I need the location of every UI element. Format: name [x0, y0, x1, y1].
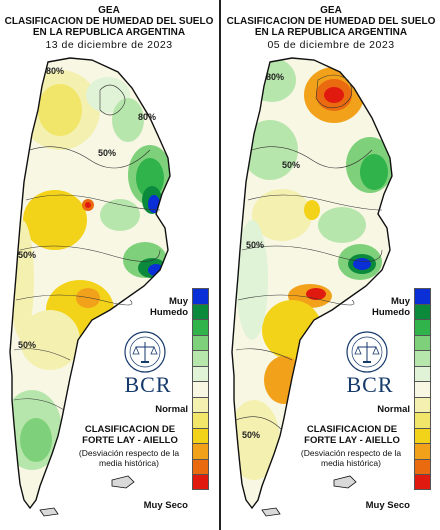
map-title-region: EN LA REPUBLICA ARGENTINA: [254, 27, 408, 38]
contour-label: 80%: [46, 66, 65, 76]
contour-label: 50%: [18, 250, 37, 260]
legend-swatch: [192, 396, 209, 412]
islands-left: [39, 475, 135, 517]
classification-description: (Desviación respecto de la media históri…: [78, 448, 180, 468]
contour-label: 50%: [18, 340, 37, 350]
contour-label: 80%: [138, 112, 157, 122]
legend-swatch: [192, 443, 209, 459]
map-date: 05 de diciembre de 2023: [267, 39, 395, 51]
map-title-region: EN LA REPUBLICA ARGENTINA: [32, 27, 186, 38]
map-date: 13 de diciembre de 2023: [45, 39, 173, 51]
contour-label: 50%: [242, 430, 261, 440]
map-title-main: CLASIFICACION DE HUMEDAD DEL SUELO: [4, 16, 214, 27]
legend-swatch: [414, 350, 431, 366]
contour-lines-right: [235, 74, 383, 431]
legend-swatch: [414, 288, 431, 304]
classification-description: (Desviación respecto de la media históri…: [300, 448, 402, 468]
islands-right: [261, 475, 357, 517]
legend-swatch: [414, 334, 431, 350]
legend-swatch: [192, 303, 209, 319]
bcr-seal-icon: [346, 331, 388, 373]
soil-moisture-map-left: [9, 57, 171, 517]
legend-swatch: [414, 443, 431, 459]
legend-swatch: [192, 319, 209, 335]
contour-label: 50%: [246, 240, 265, 250]
classification-title: CLASIFICACION DE FORTE LAY - AIELLO: [304, 424, 400, 446]
legend-top-label: Muy Humedo: [372, 296, 410, 318]
legend-swatch: [192, 381, 209, 397]
map-panel-right: GEA CLASIFICACION DE HUMEDAD DEL SUELO E…: [222, 0, 440, 530]
legend-swatch: [414, 365, 431, 381]
map-title-main: CLASIFICACION DE HUMEDAD DEL SUELO: [226, 16, 436, 27]
map-title-gea: GEA: [320, 5, 342, 16]
legend-swatch: [192, 365, 209, 381]
legend-swatch: [414, 381, 431, 397]
bcr-seal-icon: [124, 331, 166, 373]
legend-swatch: [414, 412, 431, 428]
legend-bottom-label: Muy Seco: [143, 500, 188, 511]
legend-scale: [192, 288, 209, 490]
map-panel-left: GEA CLASIFICACION DE HUMEDAD DEL SUELO E…: [0, 0, 218, 530]
map-title-gea: GEA: [98, 5, 120, 16]
legend-normal-label: Normal: [377, 404, 410, 415]
legend-swatch: [414, 396, 431, 412]
legend-swatch: [192, 412, 209, 428]
legend-swatch: [192, 474, 209, 490]
contour-label: 50%: [282, 160, 301, 170]
legend-top-label: Muy Humedo: [150, 296, 188, 318]
legend-swatch: [192, 350, 209, 366]
legend-swatch: [192, 458, 209, 474]
classification-title: CLASIFICACION DE FORTE LAY - AIELLO: [82, 424, 178, 446]
legend-swatch: [414, 303, 431, 319]
soil-moisture-map-right: [231, 57, 393, 517]
contour-label: 80%: [266, 72, 285, 82]
bcr-logo: BCR: [346, 372, 394, 397]
legend-swatch: [414, 458, 431, 474]
legend-swatch: [414, 427, 431, 443]
legend-swatch: [192, 427, 209, 443]
legend-normal-label: Normal: [155, 404, 188, 415]
legend-bottom-label: Muy Seco: [365, 500, 410, 511]
panel-divider: [219, 0, 221, 530]
contour-lines-left: [13, 84, 161, 411]
argentina-outline: [231, 57, 393, 510]
legend-swatch: [414, 319, 431, 335]
argentina-outline: [9, 57, 171, 510]
legend-swatch: [192, 288, 209, 304]
legend-swatch: [192, 334, 209, 350]
contour-label: 50%: [98, 148, 117, 158]
bcr-logo: BCR: [124, 372, 172, 397]
legend-scale: [414, 288, 431, 490]
legend-swatch: [414, 474, 431, 490]
